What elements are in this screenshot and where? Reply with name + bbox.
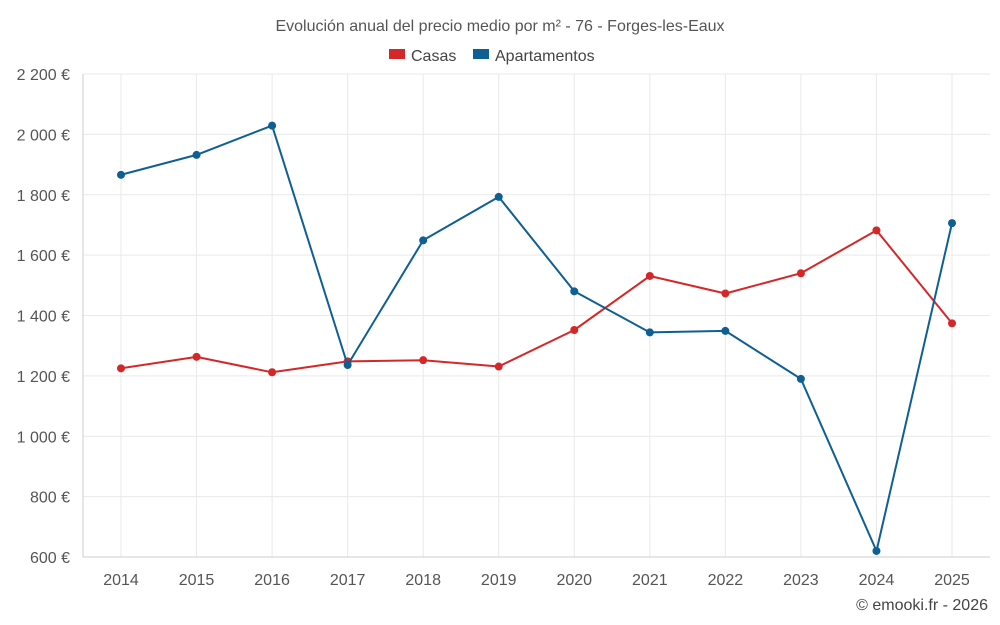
legend-swatch-casas xyxy=(389,49,405,59)
data-point-apartamentos-2023[interactable] xyxy=(796,374,805,383)
data-point-casas-2022[interactable] xyxy=(721,289,730,298)
y-tick-label: 2 000 € xyxy=(17,127,70,144)
y-axis-ticks: 600 € 800 € 1 000 € 1 200 € 1 400 € 1 600 € 1 … xyxy=(17,67,70,567)
legend-item-casas[interactable]: Casas xyxy=(389,48,456,65)
y-tick-label: 2 200 € xyxy=(17,67,70,84)
series-line-apartamentos xyxy=(120,124,953,552)
data-point-casas-2021[interactable] xyxy=(645,271,654,280)
axes xyxy=(82,74,990,558)
chart-title: Evolución anual del precio medio por m² … xyxy=(275,18,724,35)
y-tick-label: 1 400 € xyxy=(17,309,70,326)
data-point-casas-2015[interactable] xyxy=(192,352,201,361)
series-line-casas xyxy=(120,229,953,374)
x-tick-label: 2021 xyxy=(632,572,668,589)
x-tick-label: 2019 xyxy=(481,572,517,589)
data-point-casas-2016[interactable] xyxy=(268,368,277,377)
data-point-apartamentos-2015[interactable] xyxy=(192,150,201,159)
x-tick-label: 2025 xyxy=(934,572,970,589)
x-tick-label: 2018 xyxy=(405,572,441,589)
data-point-apartamentos-2021[interactable] xyxy=(645,328,654,337)
series xyxy=(117,121,956,555)
credit-text: © emooki.fr - 2026 xyxy=(856,597,988,614)
data-point-apartamentos-2017[interactable] xyxy=(343,361,352,370)
data-point-apartamentos-2022[interactable] xyxy=(721,326,730,335)
data-point-apartamentos-2019[interactable] xyxy=(494,192,503,201)
x-axis-ticks: 2014 2015 2016 2017 2018 2019 2020 2021 2022 2023… xyxy=(103,572,970,589)
data-point-casas-2019[interactable] xyxy=(494,362,503,371)
legend-swatch-apartamentos xyxy=(473,49,489,59)
data-point-casas-2025[interactable] xyxy=(948,319,956,328)
gridlines xyxy=(83,73,990,557)
y-tick-label: 1 600 € xyxy=(17,248,70,265)
data-point-casas-2014[interactable] xyxy=(117,364,125,373)
data-point-casas-2023[interactable] xyxy=(796,269,805,278)
x-tick-label: 2017 xyxy=(330,572,366,589)
x-tick-label: 2022 xyxy=(708,572,744,589)
legend: Casas Apartamentos xyxy=(389,48,595,65)
data-point-apartamentos-2016[interactable] xyxy=(268,121,277,130)
legend-label-apartamentos: Apartamentos xyxy=(495,48,595,65)
x-tick-label: 2016 xyxy=(254,572,290,589)
legend-item-apartamentos[interactable]: Apartamentos xyxy=(473,48,595,65)
x-tick-label: 2014 xyxy=(103,572,139,589)
data-point-casas-2018[interactable] xyxy=(419,356,428,365)
y-tick-label: 1 000 € xyxy=(17,429,70,446)
y-tick-label: 800 € xyxy=(30,490,70,507)
y-tick-label: 1 800 € xyxy=(17,188,70,205)
legend-label-casas: Casas xyxy=(411,48,456,65)
data-point-apartamentos-2018[interactable] xyxy=(419,236,428,245)
data-point-apartamentos-2025[interactable] xyxy=(948,219,956,228)
x-tick-label: 2020 xyxy=(556,572,592,589)
y-tick-label: 1 200 € xyxy=(17,369,70,386)
data-point-apartamentos-2020[interactable] xyxy=(570,287,579,296)
data-point-casas-2020[interactable] xyxy=(570,325,579,334)
data-point-apartamentos-2014[interactable] xyxy=(117,170,125,179)
x-tick-label: 2015 xyxy=(179,572,215,589)
data-point-apartamentos-2024[interactable] xyxy=(872,546,881,555)
x-tick-label: 2023 xyxy=(783,572,819,589)
x-tick-label: 2024 xyxy=(859,572,895,589)
y-tick-label: 600 € xyxy=(30,550,70,567)
data-point-casas-2024[interactable] xyxy=(872,226,881,235)
